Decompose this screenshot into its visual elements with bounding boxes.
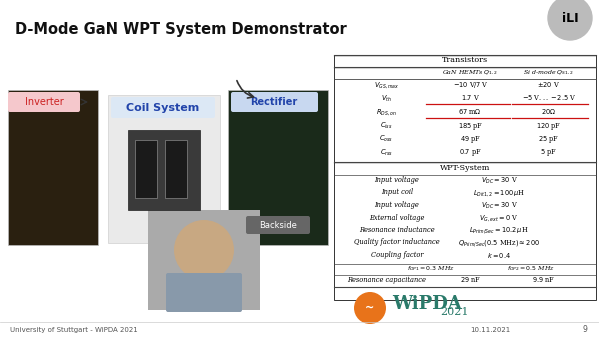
Text: Transistors: Transistors xyxy=(442,56,488,64)
Circle shape xyxy=(548,0,592,40)
Bar xyxy=(148,210,260,310)
Bar xyxy=(108,95,220,243)
Text: $V_{G,ext}=0$ V: $V_{G,ext}=0$ V xyxy=(479,214,519,223)
Text: $L_{Prim/Sec}=10.2\,\mu$H: $L_{Prim/Sec}=10.2\,\mu$H xyxy=(469,226,529,237)
Text: Backside: Backside xyxy=(259,220,297,229)
Text: $C_{rss}$: $C_{rss}$ xyxy=(380,148,393,158)
Text: Si d-mode $Q_{S1,2}$: Si d-mode $Q_{S1,2}$ xyxy=(524,69,574,77)
Text: Input coil: Input coil xyxy=(381,188,413,196)
Text: $67$ m$\Omega$: $67$ m$\Omega$ xyxy=(458,107,482,116)
Bar xyxy=(228,90,328,245)
FancyBboxPatch shape xyxy=(246,216,310,234)
Text: WPT-System: WPT-System xyxy=(440,164,490,172)
Text: $1.7$ V: $1.7$ V xyxy=(461,93,480,102)
Text: $L_{Dit1,2}=100\,\mu$H: $L_{Dit1,2}=100\,\mu$H xyxy=(473,188,525,198)
Text: $5$ pF: $5$ pF xyxy=(540,148,557,158)
Text: 10.11.2021: 10.11.2021 xyxy=(470,327,510,333)
Bar xyxy=(135,140,157,198)
Circle shape xyxy=(354,292,386,324)
Text: $V_{th}$: $V_{th}$ xyxy=(381,93,392,104)
Text: Resonance capacitance: Resonance capacitance xyxy=(347,276,426,283)
Text: $-5$ V$...-2.5$ V: $-5$ V$...-2.5$ V xyxy=(522,93,576,102)
FancyBboxPatch shape xyxy=(166,273,242,312)
Text: $-10$ V$/7$ V: $-10$ V$/7$ V xyxy=(452,80,488,90)
Text: Input voltage: Input voltage xyxy=(374,201,419,209)
Text: $29$ nF: $29$ nF xyxy=(460,276,481,284)
Text: $25$ pF: $25$ pF xyxy=(539,134,559,145)
Text: ~: ~ xyxy=(365,303,374,313)
Circle shape xyxy=(174,220,234,280)
Bar xyxy=(128,130,200,210)
Text: Coil System: Coil System xyxy=(126,103,199,113)
Bar xyxy=(8,90,98,245)
Text: $C_{iss}$: $C_{iss}$ xyxy=(380,121,393,131)
Text: WiPDA: WiPDA xyxy=(392,295,462,313)
Text: Rectifier: Rectifier xyxy=(250,97,298,107)
FancyBboxPatch shape xyxy=(231,92,318,112)
Text: $k=0.4$: $k=0.4$ xyxy=(487,251,511,260)
Bar xyxy=(165,140,187,198)
Text: D-Mode GaN WPT System Demonstrator: D-Mode GaN WPT System Demonstrator xyxy=(15,22,347,37)
Text: $185$ pF: $185$ pF xyxy=(458,121,483,131)
Text: iLI: iLI xyxy=(562,11,578,25)
Text: $9.9$ nF: $9.9$ nF xyxy=(532,276,555,284)
Text: $C_{oss}$: $C_{oss}$ xyxy=(379,134,394,144)
Bar xyxy=(334,55,596,300)
Text: 9: 9 xyxy=(583,326,588,335)
Text: $Q_{Prim/Sec}(0.5$ MHz$)\approx200$: $Q_{Prim/Sec}(0.5$ MHz$)\approx200$ xyxy=(458,239,540,249)
Text: $R_{DS,on}$: $R_{DS,on}$ xyxy=(376,107,397,117)
Text: $\pm20$ V: $\pm20$ V xyxy=(537,80,560,89)
Text: $49$ pF: $49$ pF xyxy=(459,134,481,145)
Text: Input voltage: Input voltage xyxy=(374,176,419,184)
FancyBboxPatch shape xyxy=(111,97,215,118)
Text: $V_{DC}=30$ V: $V_{DC}=30$ V xyxy=(480,201,518,211)
Text: $0.7$ pF: $0.7$ pF xyxy=(459,148,482,158)
Text: GaN HEMTs $Q_{1,2}$: GaN HEMTs $Q_{1,2}$ xyxy=(442,69,498,77)
Text: $V_{GS,max}$: $V_{GS,max}$ xyxy=(374,80,399,90)
Text: Inverter: Inverter xyxy=(25,97,63,107)
Text: $f_{OP1}=0.3$ MHz: $f_{OP1}=0.3$ MHz xyxy=(407,265,455,273)
Text: Resonance inductance: Resonance inductance xyxy=(359,226,435,234)
Text: Coupling factor: Coupling factor xyxy=(371,251,423,259)
Text: $f_{OP2}=0.5$ MHz: $f_{OP2}=0.5$ MHz xyxy=(507,265,555,273)
Text: $20\Omega$: $20\Omega$ xyxy=(541,107,556,116)
Text: External voltage: External voltage xyxy=(369,214,425,221)
FancyBboxPatch shape xyxy=(8,92,80,112)
Text: $V_{DC}=30$ V: $V_{DC}=30$ V xyxy=(480,176,518,186)
Text: 2021: 2021 xyxy=(440,307,468,317)
Text: $120$ pF: $120$ pF xyxy=(536,121,561,131)
Text: Quality factor inductance: Quality factor inductance xyxy=(354,239,440,246)
Text: University of Stuttgart - WiPDA 2021: University of Stuttgart - WiPDA 2021 xyxy=(10,327,138,333)
